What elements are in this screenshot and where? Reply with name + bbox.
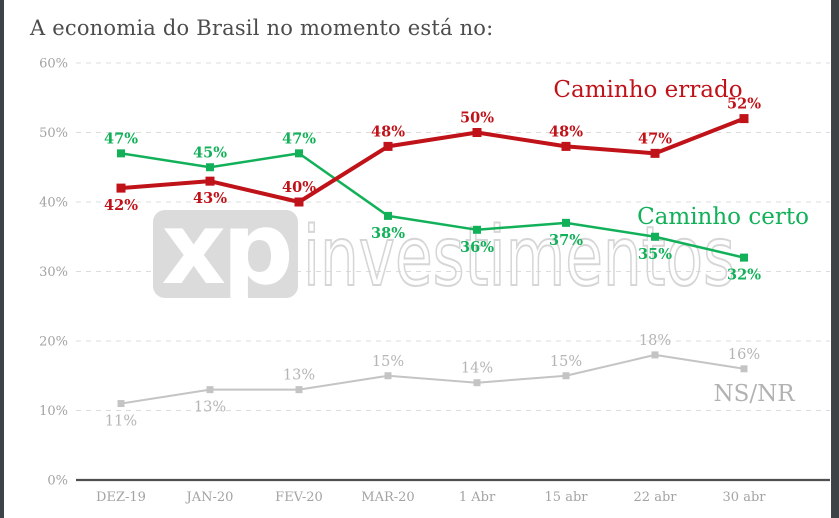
series-name-label-caminho-errado: Caminho errado bbox=[553, 77, 742, 103]
data-point-label: 14% bbox=[461, 361, 493, 377]
y-tick-label: 50% bbox=[39, 126, 68, 141]
data-point-label: 42% bbox=[104, 197, 138, 214]
y-tick-label: 40% bbox=[39, 196, 68, 211]
data-point-label: 38% bbox=[371, 225, 405, 242]
data-point-marker bbox=[383, 141, 393, 151]
x-tick-label: 22 abr bbox=[634, 490, 678, 505]
data-point-label: 50% bbox=[460, 110, 494, 127]
data-point-marker bbox=[295, 386, 303, 394]
data-point-marker bbox=[562, 218, 570, 227]
data-point-marker bbox=[117, 149, 125, 158]
watermark-brand-text: investimentos bbox=[303, 210, 735, 305]
series-name-label-caminho-certo: Caminho certo bbox=[637, 204, 809, 230]
data-point-marker bbox=[116, 183, 126, 193]
data-point-marker bbox=[205, 176, 215, 186]
series-ns-nr: 11% 13% 13% 15% 14% 15% 18% 16% NS/NR bbox=[105, 333, 795, 430]
y-tick-label: 0% bbox=[47, 474, 68, 489]
data-point-label: 36% bbox=[460, 239, 494, 256]
data-point-label: 18% bbox=[639, 333, 671, 349]
data-point-label: 35% bbox=[638, 246, 672, 263]
series-caminho-certo: 47% 45% 47% 38% 36% 37% 35% 32% Caminho certo bbox=[104, 130, 809, 283]
xp-logo-badge bbox=[153, 210, 298, 298]
data-point-marker bbox=[561, 141, 571, 151]
data-point-label: 11% bbox=[105, 414, 137, 430]
data-point-marker bbox=[473, 225, 481, 234]
data-point-marker bbox=[740, 365, 748, 373]
data-point-marker bbox=[651, 351, 659, 359]
x-tick-label: 1 Abr bbox=[459, 490, 496, 505]
data-point-label: 45% bbox=[193, 144, 227, 161]
x-tick-label: JAN-20 bbox=[185, 490, 234, 505]
y-axis-tick-labels: 0% 10% 20% 30% 40% 50% 60% bbox=[39, 57, 68, 489]
y-tick-label: 30% bbox=[39, 265, 68, 280]
data-point-label: 13% bbox=[283, 368, 315, 384]
data-point-marker bbox=[384, 372, 392, 380]
data-point-marker bbox=[473, 379, 481, 387]
data-point-label: 15% bbox=[550, 354, 582, 370]
series-caminho-errado: 42% 43% 40% 48% 50% 48% 47% 52%Caminho errado bbox=[104, 77, 761, 214]
x-tick-label: MAR-20 bbox=[361, 490, 414, 505]
y-tick-label: 20% bbox=[39, 335, 68, 350]
window-right-border bbox=[831, 0, 839, 518]
series-line-caminho-certo bbox=[120, 152, 745, 259]
data-point-marker bbox=[117, 400, 125, 408]
x-tick-label: FEV-20 bbox=[275, 490, 323, 505]
x-tick-label: DEZ-19 bbox=[96, 490, 146, 505]
series-line-caminho-errado bbox=[120, 116, 745, 204]
gridlines bbox=[76, 62, 830, 482]
xp-logo-text: xp bbox=[161, 190, 290, 307]
data-point-label: 52% bbox=[727, 96, 761, 113]
data-point-label: 47% bbox=[104, 130, 138, 147]
data-point-label: 47% bbox=[282, 130, 316, 147]
data-point-marker bbox=[384, 211, 392, 220]
data-point-marker bbox=[562, 372, 570, 380]
data-point-marker bbox=[651, 232, 659, 241]
data-point-label: 47% bbox=[638, 130, 672, 147]
series-line-ns-nr bbox=[120, 353, 745, 405]
data-point-marker bbox=[206, 163, 214, 172]
x-tick-label: 30 abr bbox=[723, 490, 767, 505]
x-tick-label: 15 abr bbox=[545, 490, 589, 505]
data-point-marker bbox=[472, 128, 482, 137]
xp-investimentos-watermark: xp investimentos bbox=[153, 190, 736, 307]
data-point-label: 32% bbox=[727, 267, 761, 284]
y-tick-label: 10% bbox=[39, 404, 68, 419]
data-point-marker bbox=[739, 114, 749, 124]
data-point-label: 37% bbox=[549, 232, 583, 249]
data-point-marker bbox=[740, 253, 748, 262]
data-point-label: 43% bbox=[193, 190, 227, 207]
window-left-border bbox=[0, 0, 4, 518]
data-point-label: 40% bbox=[282, 179, 316, 196]
data-point-label: 13% bbox=[194, 400, 226, 416]
chart-title: A economia do Brasil no momento está no: bbox=[30, 16, 494, 40]
y-tick-label: 60% bbox=[39, 57, 68, 72]
data-point-label: 48% bbox=[549, 123, 583, 140]
series-name-label-ns-nr: NS/NR bbox=[713, 381, 795, 407]
x-axis-tick-labels: DEZ-19 JAN-20 FEV-20 MAR-20 1 Abr 15 abr 22 ab… bbox=[96, 490, 766, 505]
data-point-label: 15% bbox=[372, 354, 404, 370]
data-point-label: 48% bbox=[371, 123, 405, 140]
data-point-marker bbox=[650, 148, 660, 158]
data-point-marker bbox=[295, 149, 303, 158]
data-point-marker bbox=[206, 386, 214, 394]
data-point-label: 16% bbox=[728, 347, 760, 363]
data-point-marker bbox=[294, 197, 304, 207]
